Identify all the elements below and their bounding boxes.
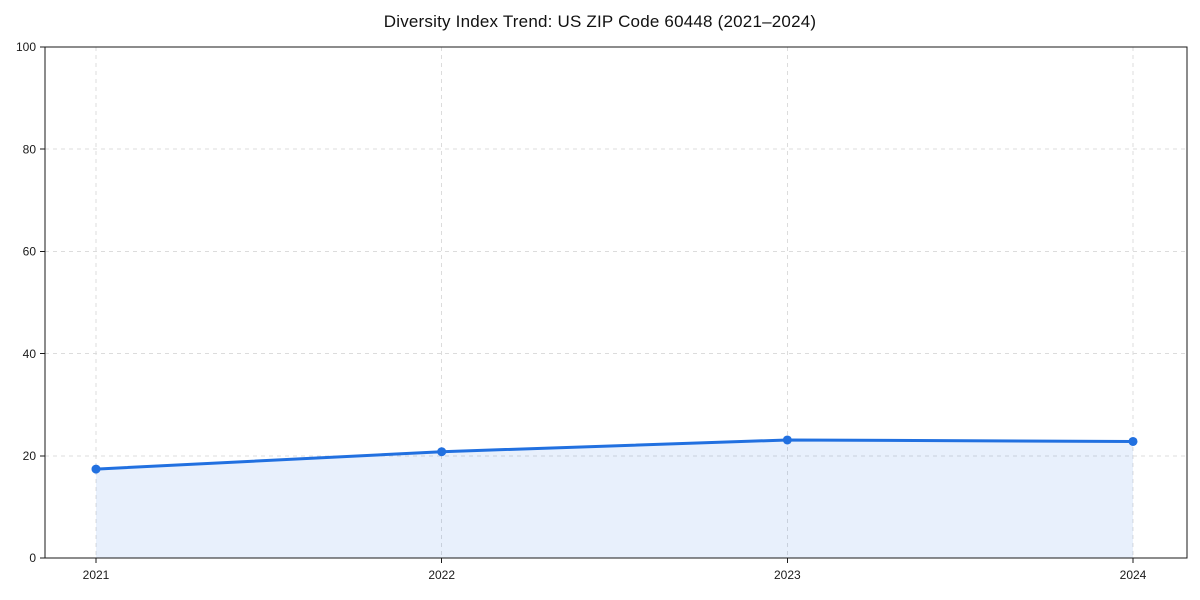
y-tick-label: 60 — [23, 245, 37, 259]
y-tick-label: 80 — [23, 142, 37, 156]
x-tick-label: 2024 — [1120, 568, 1147, 582]
data-point-2023 — [782, 435, 792, 445]
y-tick-label: 40 — [23, 347, 37, 361]
x-tick-label: 2022 — [428, 568, 455, 582]
y-tick-label: 0 — [29, 551, 36, 565]
x-tick-label: 2021 — [83, 568, 110, 582]
data-point-2021 — [91, 464, 101, 474]
data-point-2022 — [437, 447, 447, 457]
y-tick-label: 20 — [23, 449, 37, 463]
data-point-2024 — [1128, 436, 1138, 446]
data-line — [94, 438, 1135, 471]
chart-title: Diversity Index Trend: US ZIP Code 60448… — [383, 12, 817, 31]
plot-border — [44, 46, 1188, 559]
area-fill — [96, 439, 1133, 558]
y-tick-label: 100 — [16, 40, 36, 54]
x-tick-label: 2023 — [774, 568, 801, 582]
